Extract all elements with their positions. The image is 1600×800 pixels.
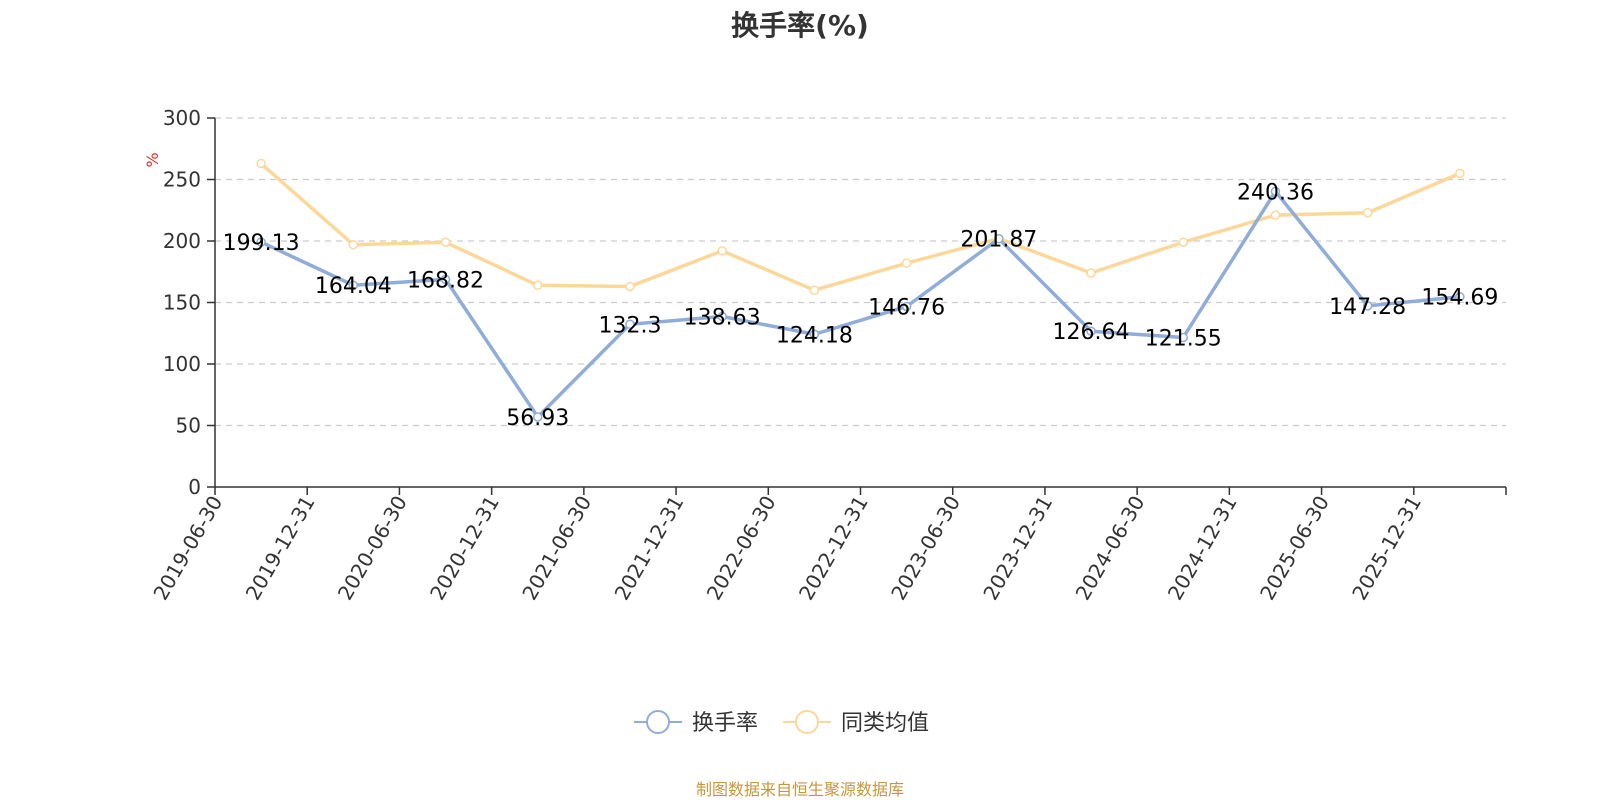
data-point [533, 280, 543, 291]
data-point [809, 329, 820, 340]
data-label: 132.3 [598, 313, 661, 338]
data-point [1178, 237, 1188, 247]
x-axis: 2019-06-30 2019-12-31 2020-06-30 2020-12-31… [148, 486, 1507, 605]
data-label: 240.36 [1237, 180, 1314, 205]
data-point [1086, 326, 1096, 336]
data-label: 168.82 [407, 268, 484, 293]
x-tick-label: 2025-06-30 [1255, 492, 1334, 605]
data-label: 199.13 [223, 231, 300, 256]
data-point [1270, 186, 1281, 197]
data-point [1178, 332, 1188, 343]
data-label: 201.87 [960, 228, 1037, 253]
data-point [717, 246, 727, 256]
x-tick-label: 2022-12-31 [794, 492, 873, 605]
y-axis-label: % [143, 152, 162, 167]
data-point [348, 280, 359, 290]
legend: 换手率 同类均值 [634, 710, 929, 736]
data-point [625, 281, 635, 292]
data-point [901, 301, 912, 312]
x-tick-label: 2023-06-30 [886, 492, 965, 605]
data-point [625, 319, 635, 330]
legend-marker [646, 710, 670, 734]
series-line-0 [260, 189, 1461, 419]
data-point [256, 237, 266, 247]
data-point [348, 239, 359, 250]
data-point [809, 285, 820, 295]
data-point [440, 237, 451, 247]
data-label: 121.55 [1145, 326, 1222, 351]
legend-marker [795, 710, 819, 734]
x-tick-label: 2024-12-31 [1163, 492, 1242, 605]
data-point [1270, 210, 1281, 220]
data-label: 56.93 [506, 406, 569, 431]
x-tick-label: 2019-06-30 [148, 492, 227, 605]
x-tick-label: 2020-06-30 [333, 492, 412, 605]
data-point [1455, 291, 1465, 302]
data-label: 124.18 [776, 323, 853, 348]
data-point [1362, 207, 1373, 218]
chart-title: 换手率(%) [731, 9, 869, 42]
x-tick-label: 2025-12-31 [1347, 492, 1426, 605]
legend-label: 换手率 [692, 711, 758, 736]
data-point [994, 233, 1004, 244]
y-tick-label: 0 [188, 475, 201, 499]
y-tick-label: 150 [163, 291, 201, 315]
series-group [256, 158, 1465, 422]
data-label: 146.76 [868, 295, 945, 320]
y-axis: 0 50 100 150 200 250 300% [143, 106, 216, 499]
y-tick-label: 50 [176, 414, 201, 438]
x-tick-label: 2022-06-30 [702, 492, 781, 605]
x-tick-label: 2021-12-31 [609, 492, 688, 605]
data-point [1455, 168, 1465, 179]
data-point [717, 311, 727, 322]
data-label: 126.64 [1053, 320, 1130, 345]
x-tick-label: 2020-12-31 [425, 492, 504, 605]
y-tick-label: 300 [163, 106, 201, 130]
data-point [256, 158, 266, 169]
x-tick-label: 2021-06-30 [517, 492, 596, 605]
legend-label: 同类均值 [841, 711, 929, 736]
data-point [440, 274, 451, 285]
data-label: 138.63 [684, 305, 761, 330]
data-point [901, 258, 912, 268]
x-tick-label: 2019-12-31 [241, 492, 320, 605]
series-line-1 [259, 162, 1461, 292]
data-point [533, 412, 543, 422]
data-point [1362, 301, 1373, 311]
data-label: 154.69 [1421, 286, 1498, 311]
data-labels: 199.13 164.04 168.82 56.93 132.3 138.63 124.18… [223, 180, 1499, 431]
x-tick-label: 2023-12-31 [978, 492, 1057, 605]
y-tick-label: 200 [163, 229, 201, 253]
y-tick-label: 250 [163, 168, 201, 192]
data-point [1086, 268, 1096, 278]
x-tick-label: 2024-06-30 [1071, 492, 1150, 605]
data-label: 164.04 [315, 274, 392, 299]
data-label: 147.28 [1329, 295, 1406, 320]
y-tick-label: 100 [163, 352, 201, 376]
source-footer: 制图数据来自恒生聚源数据库 [695, 780, 904, 799]
